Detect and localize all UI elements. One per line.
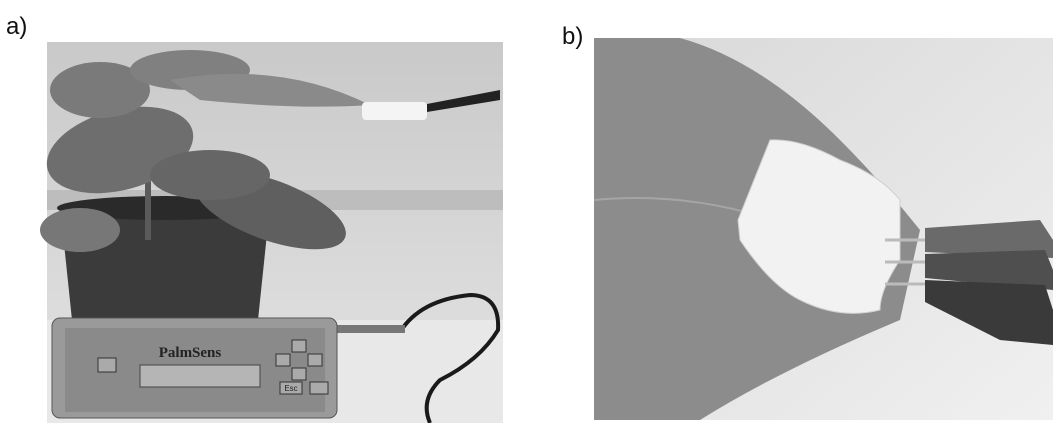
device-brand: PalmSens: [159, 345, 222, 361]
page: a) b) PalmSens E: [0, 0, 1055, 423]
display: [140, 365, 260, 387]
panel-label: a): [6, 13, 27, 40]
photo-b: [594, 38, 1053, 420]
figure: a) b) PalmSens E: [0, 0, 1055, 423]
button-label: Esc: [284, 384, 297, 393]
sensor: [362, 102, 427, 120]
photo-a: PalmSens Esc: [37, 42, 503, 423]
panel-label: b): [562, 23, 583, 50]
connector: [330, 325, 405, 333]
power-button: [98, 358, 116, 372]
